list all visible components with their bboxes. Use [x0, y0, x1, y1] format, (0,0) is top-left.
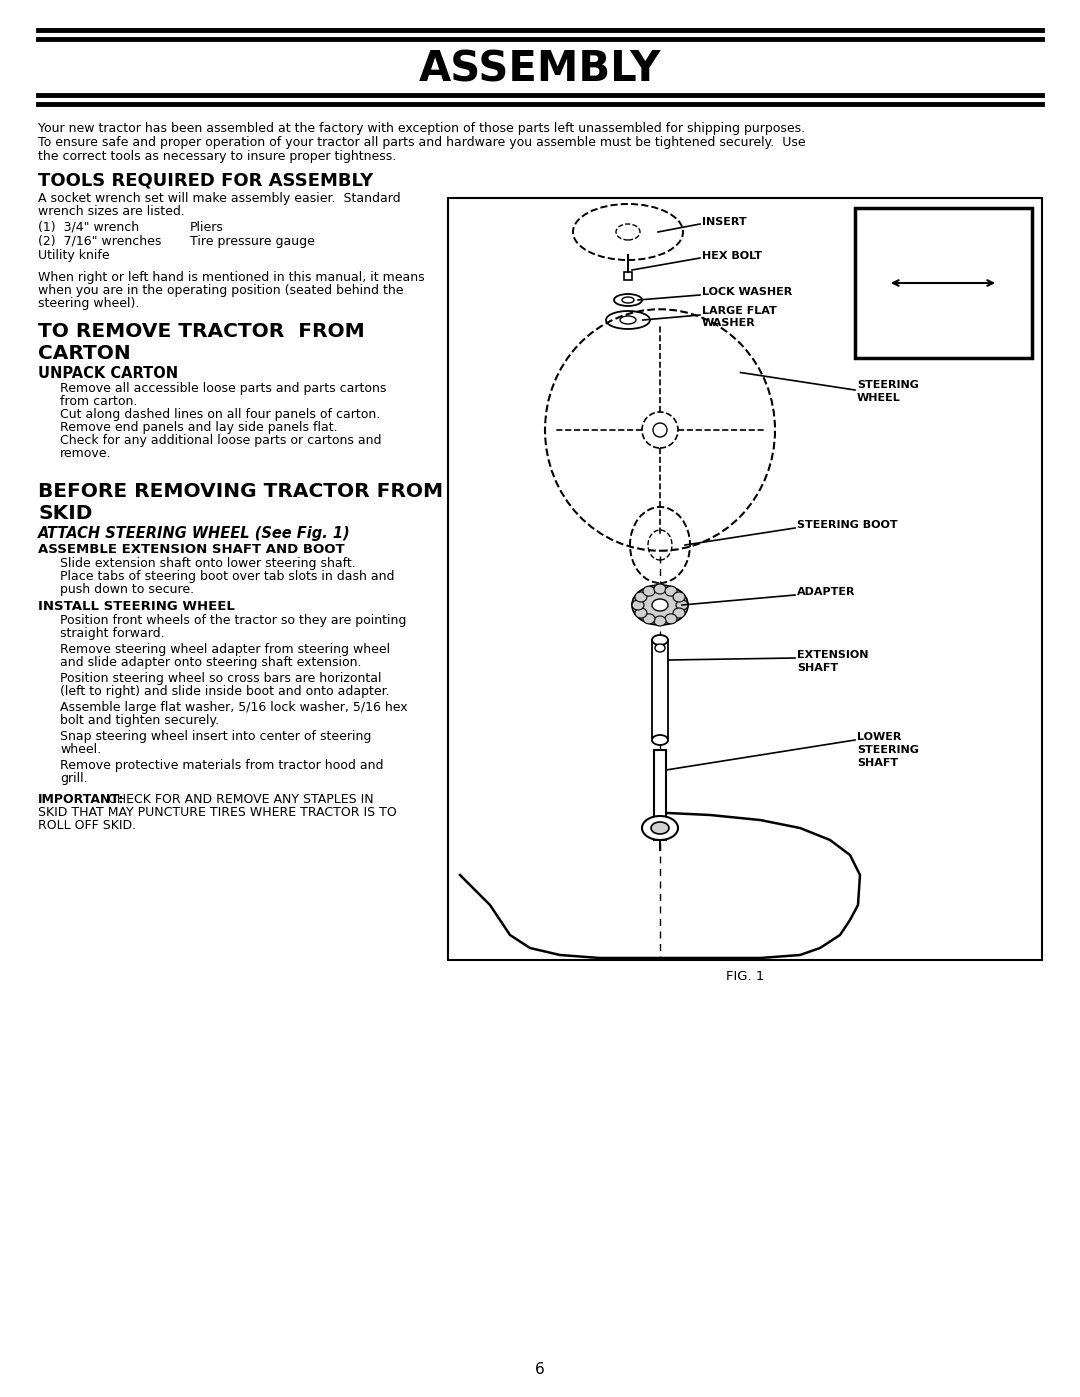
Text: wrench sizes are listed.: wrench sizes are listed. — [38, 205, 185, 218]
Text: LOWER: LOWER — [858, 732, 902, 742]
Text: SKID: SKID — [38, 504, 93, 522]
Bar — [624, 272, 632, 279]
Ellipse shape — [632, 599, 644, 610]
Text: INSERT: INSERT — [702, 217, 746, 226]
Ellipse shape — [665, 587, 677, 597]
Ellipse shape — [652, 599, 669, 610]
Text: Remove end panels and lay side panels flat.: Remove end panels and lay side panels fl… — [60, 420, 338, 434]
Text: FIG. 1: FIG. 1 — [726, 971, 765, 983]
Text: HEX BOLT: HEX BOLT — [702, 251, 762, 261]
Ellipse shape — [935, 275, 951, 291]
Text: bolt and tighten securely.: bolt and tighten securely. — [60, 714, 219, 726]
Text: Remove steering wheel adapter from steering wheel: Remove steering wheel adapter from steer… — [60, 643, 390, 657]
Text: Cut along dashed lines on all four panels of carton.: Cut along dashed lines on all four panel… — [60, 408, 380, 420]
Text: ROLL OFF SKID.: ROLL OFF SKID. — [38, 819, 136, 833]
Ellipse shape — [654, 644, 665, 652]
Text: To ensure safe and proper operation of your tractor all parts and hardware you a: To ensure safe and proper operation of y… — [38, 136, 806, 149]
Text: ASSEMBLY: ASSEMBLY — [419, 49, 661, 91]
Text: LOCK WASHER: LOCK WASHER — [702, 286, 793, 298]
Ellipse shape — [643, 587, 654, 597]
Text: Remove protective materials from tractor hood and: Remove protective materials from tractor… — [60, 759, 383, 773]
Ellipse shape — [635, 608, 647, 617]
Text: (2)  7/16" wrenches: (2) 7/16" wrenches — [38, 235, 161, 249]
Bar — [652, 640, 669, 740]
Ellipse shape — [635, 592, 647, 602]
Ellipse shape — [652, 735, 669, 745]
Text: Slide extension shaft onto lower steering shaft.: Slide extension shaft onto lower steerin… — [60, 557, 355, 570]
Text: TO REMOVE TRACTOR  FROM: TO REMOVE TRACTOR FROM — [38, 321, 365, 341]
Text: the correct tools as necessary to insure proper tightness.: the correct tools as necessary to insure… — [38, 149, 396, 163]
Text: Your new tractor has been assembled at the factory with exception of those parts: Your new tractor has been assembled at t… — [38, 122, 805, 136]
Text: STEERING: STEERING — [858, 380, 919, 390]
Ellipse shape — [673, 608, 685, 617]
Text: IMPORTANT:: IMPORTANT: — [38, 793, 124, 806]
Text: STEERING: STEERING — [858, 745, 919, 754]
Ellipse shape — [654, 616, 666, 626]
Text: push down to secure.: push down to secure. — [60, 583, 194, 597]
Text: 6: 6 — [535, 1362, 545, 1377]
Ellipse shape — [642, 412, 678, 448]
Text: CHECK FOR AND REMOVE ANY STAPLES IN: CHECK FOR AND REMOVE ANY STAPLES IN — [100, 793, 374, 806]
Text: straight forward.: straight forward. — [60, 627, 164, 640]
Text: STEERING BOOT: STEERING BOOT — [797, 520, 897, 529]
Text: EXTENSION: EXTENSION — [797, 650, 868, 659]
Text: and slide adapter onto steering shaft extension.: and slide adapter onto steering shaft ex… — [60, 657, 362, 669]
Text: Position front wheels of the tractor so they are pointing: Position front wheels of the tractor so … — [60, 615, 406, 627]
Text: TOOLS REQUIRED FOR ASSEMBLY: TOOLS REQUIRED FOR ASSEMBLY — [38, 172, 374, 190]
Ellipse shape — [606, 312, 650, 330]
Text: UNPACK CARTON: UNPACK CARTON — [38, 366, 178, 381]
Ellipse shape — [652, 636, 669, 645]
Text: CARTON: CARTON — [38, 344, 131, 363]
Text: SKID THAT MAY PUNCTURE TIRES WHERE TRACTOR IS TO: SKID THAT MAY PUNCTURE TIRES WHERE TRACT… — [38, 806, 396, 819]
Text: when you are in the operating position (seated behind the: when you are in the operating position (… — [38, 284, 404, 298]
Text: ATTACH STEERING WHEEL (See Fig. 1): ATTACH STEERING WHEEL (See Fig. 1) — [38, 527, 351, 541]
Text: Utility knife: Utility knife — [38, 249, 110, 263]
Ellipse shape — [620, 316, 636, 324]
Text: Pliers: Pliers — [190, 221, 224, 235]
Text: Position steering wheel so cross bars are horizontal: Position steering wheel so cross bars ar… — [60, 672, 381, 685]
Text: WASHER: WASHER — [702, 319, 756, 328]
Ellipse shape — [622, 298, 634, 303]
Ellipse shape — [615, 293, 642, 306]
Text: (left to right) and slide inside boot and onto adapter.: (left to right) and slide inside boot an… — [60, 685, 390, 698]
Text: LARGE FLAT: LARGE FLAT — [702, 306, 777, 316]
Ellipse shape — [651, 821, 669, 834]
Text: ASSEMBLE EXTENSION SHAFT AND BOOT: ASSEMBLE EXTENSION SHAFT AND BOOT — [38, 543, 345, 556]
Text: steering wheel).: steering wheel). — [38, 298, 139, 310]
Ellipse shape — [632, 585, 688, 624]
Ellipse shape — [676, 599, 688, 610]
Text: remove.: remove. — [60, 447, 111, 460]
Text: Remove all accessible loose parts and parts cartons: Remove all accessible loose parts and pa… — [60, 381, 387, 395]
Text: SHAFT: SHAFT — [797, 664, 838, 673]
Text: Tire pressure gauge: Tire pressure gauge — [190, 235, 315, 249]
Text: Assemble large flat washer, 5/16 lock washer, 5/16 hex: Assemble large flat washer, 5/16 lock wa… — [60, 701, 407, 714]
Bar — [448, 198, 1042, 960]
Text: grill.: grill. — [60, 773, 87, 785]
Text: When right or left hand is mentioned in this manual, it means: When right or left hand is mentioned in … — [38, 271, 424, 284]
Text: SHAFT: SHAFT — [858, 759, 899, 768]
Text: ADAPTER: ADAPTER — [797, 587, 855, 597]
Text: A socket wrench set will make assembly easier.  Standard: A socket wrench set will make assembly e… — [38, 191, 401, 205]
Text: Place tabs of steering boot over tab slots in dash and: Place tabs of steering boot over tab slo… — [60, 570, 394, 583]
Text: from carton.: from carton. — [60, 395, 137, 408]
Ellipse shape — [665, 613, 677, 624]
Text: (1)  3/4" wrench: (1) 3/4" wrench — [38, 221, 139, 235]
Text: wheel.: wheel. — [60, 743, 102, 756]
Ellipse shape — [653, 423, 667, 437]
Ellipse shape — [673, 592, 685, 602]
Ellipse shape — [654, 584, 666, 594]
Ellipse shape — [642, 816, 678, 840]
Text: INSTALL STEERING WHEEL: INSTALL STEERING WHEEL — [38, 599, 234, 613]
Bar — [654, 750, 666, 840]
Text: BEFORE REMOVING TRACTOR FROM: BEFORE REMOVING TRACTOR FROM — [38, 482, 443, 502]
Text: WHEEL: WHEEL — [858, 393, 901, 402]
Ellipse shape — [643, 613, 654, 624]
Text: Check for any additional loose parts or cartons and: Check for any additional loose parts or … — [60, 434, 381, 447]
Text: Snap steering wheel insert into center of steering: Snap steering wheel insert into center o… — [60, 731, 372, 743]
Bar — [855, 208, 1032, 358]
